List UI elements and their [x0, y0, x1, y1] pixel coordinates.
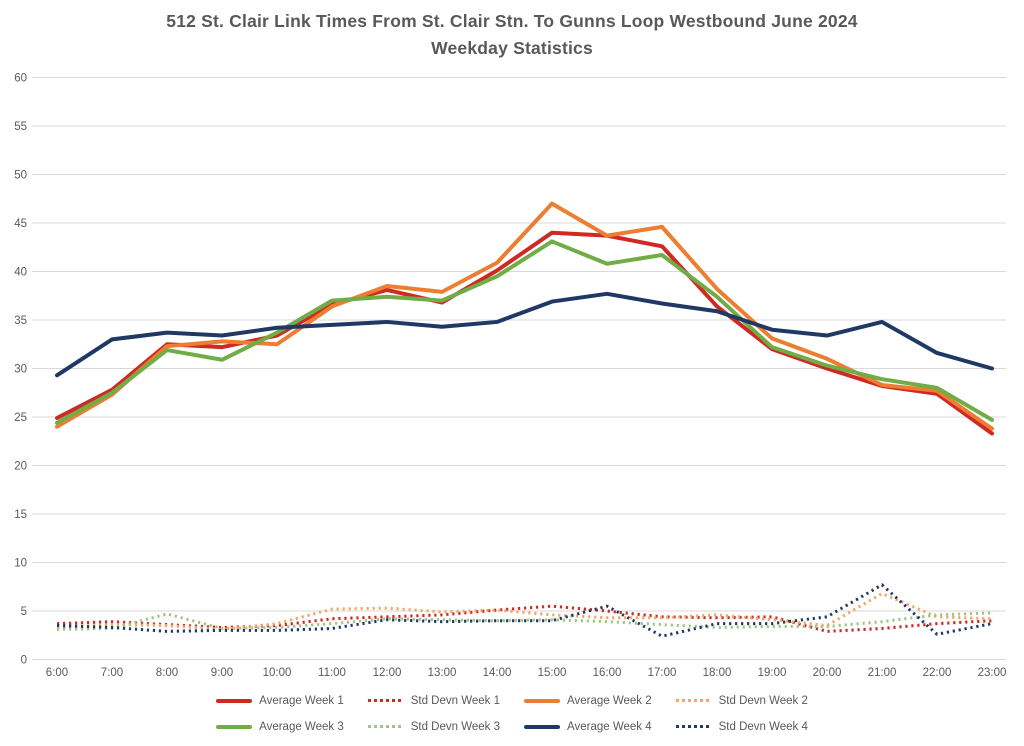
- y-axis-tick-label: 45: [14, 218, 27, 230]
- legend-item-std-devn-week-3[interactable]: Std Devn Week 3: [367, 720, 500, 733]
- series-line-std-devn-week-2: [56, 592, 993, 631]
- y-axis-tick-label: 50: [14, 170, 27, 182]
- chart-title-line1: 512 St. Clair Link Times From St. Clair …: [166, 11, 858, 31]
- x-axis-tick-label: 15:00: [538, 667, 567, 679]
- legend-dotted-swatch: [675, 699, 712, 702]
- x-axis-tick-label: 8:00: [156, 667, 178, 679]
- y-axis-tick-label: 35: [14, 315, 27, 327]
- legend-label: Std Devn Week 3: [410, 720, 500, 733]
- x-axis-tick-label: 17:00: [648, 667, 677, 679]
- y-axis-tick-label: 55: [14, 121, 27, 133]
- series-line-average-week-3: [55, 239, 994, 425]
- legend-label: Average Week 4: [567, 720, 652, 733]
- legend-label: Std Devn Week 2: [718, 694, 808, 707]
- legend-item-average-week-2[interactable]: Average Week 2: [524, 695, 652, 707]
- chart-legend: Average Week 1 Std Devn Week 1 Average Wee…: [0, 690, 1024, 737]
- legend-dotted-swatch: [675, 725, 712, 728]
- legend-dotted-swatch: [367, 699, 404, 702]
- series-line-average-week-1: [55, 230, 994, 436]
- x-axis-tick-label: 7:00: [101, 667, 123, 679]
- chart-title-line2: Weekday Statistics: [431, 38, 593, 58]
- y-axis-tick-label: 60: [14, 73, 27, 85]
- x-axis-tick-label: 12:00: [373, 667, 402, 679]
- x-axis-tick-label: 20:00: [813, 667, 842, 679]
- x-axis-tick-label: 14:00: [483, 667, 512, 679]
- x-axis-tick-label: 10:00: [263, 667, 292, 679]
- legend-row: Average Week 1 Std Devn Week 1 Average Wee…: [216, 690, 808, 711]
- legend-dotted-swatch: [367, 725, 404, 728]
- legend-item-std-devn-week-1[interactable]: Std Devn Week 1: [367, 694, 500, 707]
- legend-item-average-week-1[interactable]: Average Week 1: [216, 695, 344, 707]
- legend-label: Average Week 2: [567, 694, 652, 707]
- y-axis-tick-label: 20: [14, 461, 27, 473]
- legend-label: Average Week 3: [259, 720, 344, 733]
- legend-label: Std Devn Week 1: [410, 694, 500, 707]
- legend-line-swatch: [524, 724, 560, 729]
- legend-line-swatch: [524, 698, 560, 703]
- y-axis-tick-label: 30: [14, 364, 27, 376]
- x-axis-tick-label: 11:00: [318, 667, 346, 679]
- y-axis-tick-label: 15: [14, 509, 27, 521]
- legend-item-std-devn-week-4[interactable]: Std Devn Week 4: [675, 720, 808, 733]
- y-axis-tick-label: 25: [14, 412, 27, 424]
- x-axis-tick-label: 9:00: [211, 667, 233, 679]
- y-axis-tick-label: 10: [14, 558, 27, 570]
- legend-item-std-devn-week-2[interactable]: Std Devn Week 2: [675, 694, 808, 707]
- x-axis-tick-label: 21:00: [868, 667, 897, 679]
- x-axis-tick-label: 22:00: [923, 667, 952, 679]
- y-axis-tick-label: 0: [21, 655, 27, 667]
- x-axis-tick-label: 16:00: [593, 667, 622, 679]
- legend-row: Average Week 3 Std Devn Week 3 Average Wee…: [216, 716, 808, 737]
- legend-label: Average Week 1: [259, 694, 344, 707]
- x-axis-tick-label: 23:00: [978, 667, 1007, 679]
- legend-item-average-week-4[interactable]: Average Week 4: [524, 721, 652, 733]
- series-line-average-week-2: [55, 201, 994, 431]
- legend-item-average-week-3[interactable]: Average Week 3: [216, 721, 344, 733]
- y-axis-tick-label: 40: [14, 267, 27, 279]
- legend-line-swatch: [216, 724, 253, 729]
- x-axis-tick-label: 18:00: [703, 667, 732, 679]
- series-line-average-week-4: [55, 291, 994, 378]
- series-line-std-devn-week-4: [56, 583, 993, 638]
- chart-title: 512 St. Clair Link Times From St. Clair …: [0, 8, 1024, 62]
- legend-line-swatch: [216, 698, 253, 703]
- x-axis-tick-label: 6:00: [46, 667, 68, 679]
- series-line-std-devn-week-1: [56, 604, 993, 633]
- y-axis-tick-label: 5: [21, 606, 27, 618]
- x-axis-tick-label: 19:00: [758, 667, 787, 679]
- legend-label: Std Devn Week 4: [718, 720, 808, 733]
- x-axis-tick-label: 13:00: [428, 667, 457, 679]
